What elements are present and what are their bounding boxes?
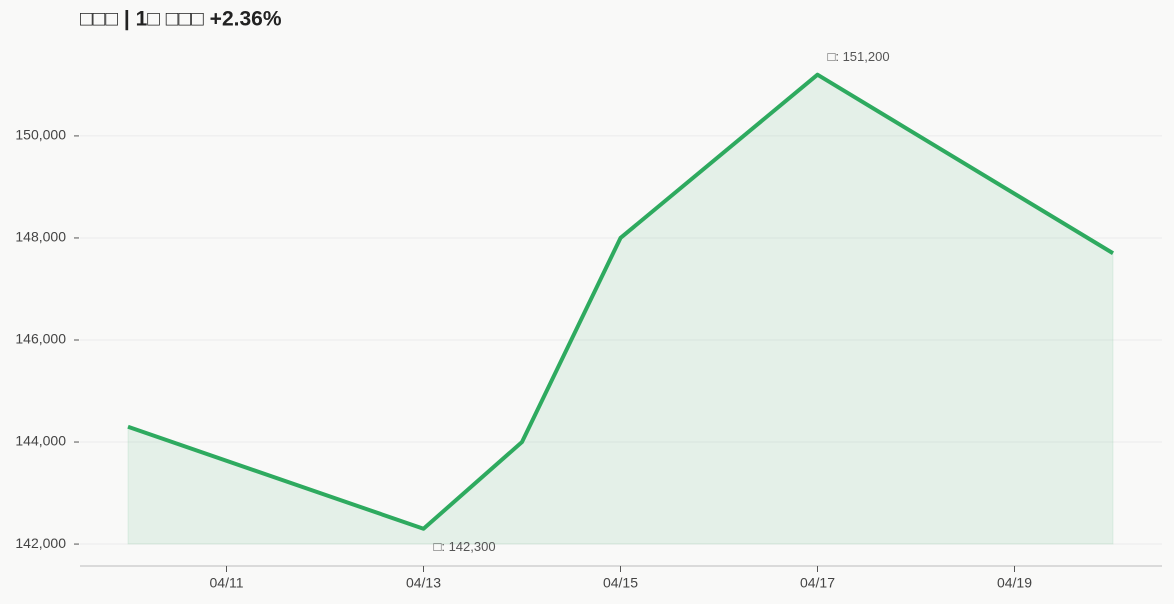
y-tick-label: 148,000 bbox=[15, 229, 66, 245]
y-tick-label: 144,000 bbox=[15, 433, 66, 449]
line bbox=[127, 72, 1115, 531]
y-tick-label: 146,000 bbox=[15, 331, 66, 347]
chart-title: □□□ | 1□ □□□ +2.36% bbox=[80, 8, 282, 31]
x-tick-label: 04/19 bbox=[997, 575, 1032, 591]
area bbox=[127, 74, 1114, 545]
x-tick-label: 04/15 bbox=[603, 575, 638, 591]
y-tick-label: 142,000 bbox=[15, 535, 66, 551]
annotation: □: 151,200 bbox=[828, 49, 890, 64]
x-tick-label: 04/13 bbox=[406, 575, 441, 591]
annotation: □: 142,300 bbox=[434, 539, 496, 554]
y-tick-label: 150,000 bbox=[15, 127, 66, 143]
x-tick-label: 04/11 bbox=[210, 575, 244, 591]
x-tick-label: 04/17 bbox=[800, 575, 835, 591]
